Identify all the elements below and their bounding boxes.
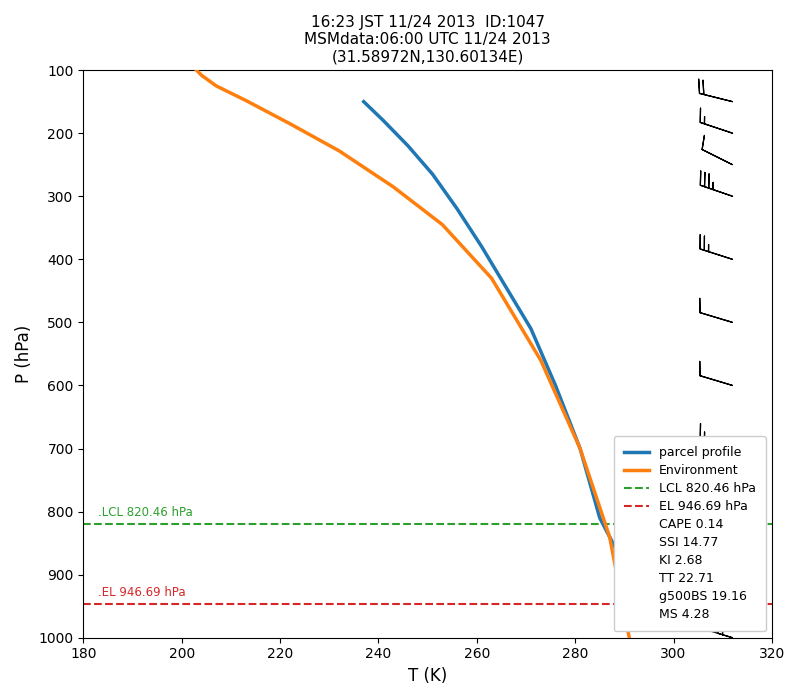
X-axis label: T (K): T (K) [408,667,447,685]
Title: 16:23 JST 11/24 2013  ID:1047
MSMdata:06:00 UTC 11/24 2013
(31.58972N,130.60134E: 16:23 JST 11/24 2013 ID:1047 MSMdata:06:… [304,15,551,65]
Legend: parcel profile, Environment, LCL 820.46 hPa, EL 946.69 hPa, CAPE 0.14, SSI 14.77: parcel profile, Environment, LCL 820.46 … [614,437,766,631]
Text: .LCL 820.46 hPa: .LCL 820.46 hPa [98,506,193,519]
Y-axis label: P (hPa): P (hPa) [15,325,33,383]
Text: .EL 946.69 hPa: .EL 946.69 hPa [98,586,186,599]
